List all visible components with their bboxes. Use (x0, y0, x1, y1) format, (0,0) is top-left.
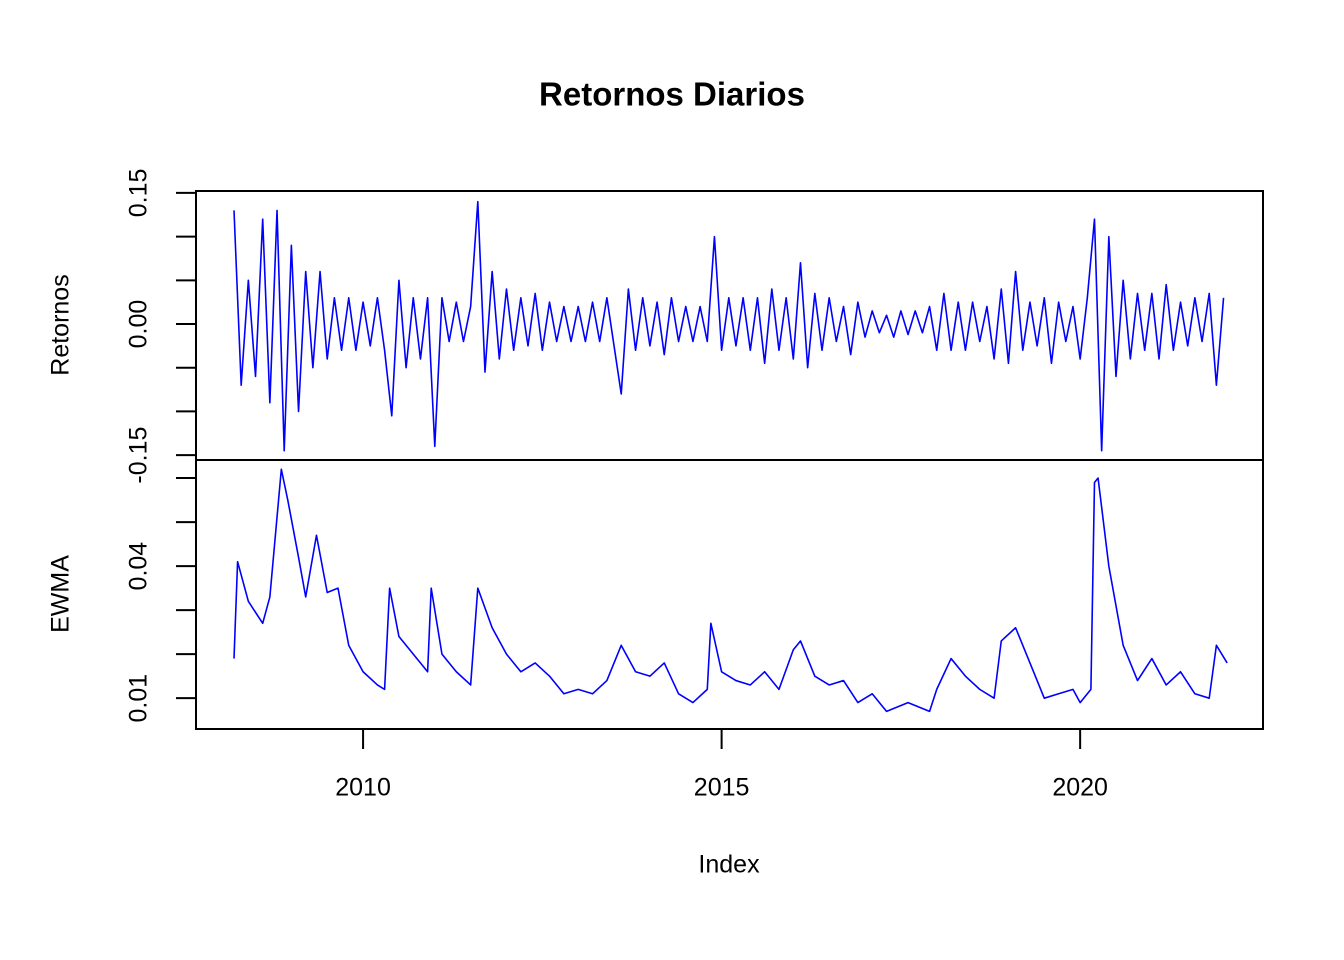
data-line (233, 200, 1225, 452)
y-tick-label: 0.01 (125, 674, 153, 723)
x-tick-label: 2015 (694, 774, 750, 802)
x-tick-label: 2010 (335, 774, 391, 802)
chart-title: Retornos Diarios (539, 76, 805, 113)
y-axis-label: Retornos (47, 274, 75, 375)
data-line (233, 468, 1228, 713)
x-tick-label: 2020 (1052, 774, 1108, 802)
y-tick-label: 0.04 (125, 542, 153, 591)
y-tick-label: -0.15 (125, 427, 153, 484)
y-tick-label: 0.00 (125, 300, 153, 349)
x-axis-label: Index (698, 851, 760, 879)
y-tick-label: 0.15 (125, 169, 153, 218)
y-axis-label: EWMA (47, 555, 75, 633)
